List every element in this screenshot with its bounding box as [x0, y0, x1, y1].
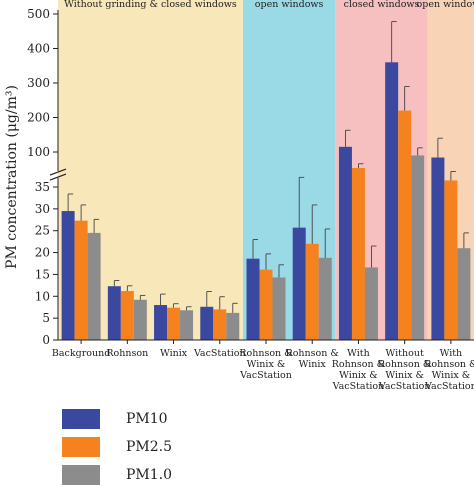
x-tick-label-line-7-2: Winix &	[385, 370, 424, 381]
y-tick-label-500: 500	[27, 7, 50, 21]
y-tick-label-100: 100	[27, 145, 50, 159]
bar-PM1.0-7	[411, 155, 425, 340]
x-tick-label-line-7-3: VacStation	[378, 381, 431, 392]
bar-PM2.5-0	[74, 220, 88, 340]
legend-swatch-pm25	[62, 437, 100, 457]
bar-PM2.5-7	[398, 110, 412, 340]
bar-PM2.5-6	[351, 167, 365, 340]
x-tick-label-line-2-0: Winix	[160, 348, 188, 359]
y-tick-label-20: 20	[35, 246, 50, 260]
bar-PM2.5-5	[305, 243, 319, 340]
x-tick-label-line-4-0: Rohnson &	[239, 348, 292, 359]
bar-PM10-0	[61, 211, 75, 340]
x-tick-label-line-7-0: Without	[386, 348, 424, 359]
legend-swatch-pm10	[62, 409, 100, 429]
bars	[61, 21, 471, 341]
x-tick-label-line-6-3: VacStation	[332, 381, 385, 392]
x-tick-label-4: Rohnson & Winix & VacStation	[239, 348, 292, 381]
x-tick-label-line-8-3: VacStation	[424, 381, 474, 392]
y-tick-label-5: 5	[42, 311, 50, 325]
x-tick-label-line-4-1: Winix &	[247, 359, 286, 370]
bar-PM2.5-4	[259, 269, 273, 340]
band-label-2: closed windows	[344, 0, 420, 10]
x-tick-label-line-6-1: Rohnson &	[332, 359, 385, 370]
y-tick-label-30: 30	[35, 202, 50, 216]
x-tick-label-line-6-2: Winix &	[339, 370, 378, 381]
y-tick-label-400: 400	[27, 42, 50, 56]
x-tick-label-3: VacStation	[193, 348, 246, 359]
y-tick-label-0: 0	[42, 333, 50, 347]
x-tick-label-7: Without Rohnson & Winix & VacStation	[378, 348, 431, 392]
x-tick-label-line-6-0: With	[347, 348, 370, 359]
y-tick-label-25: 25	[35, 224, 50, 238]
x-tick-label-1: Rohnson	[106, 348, 148, 359]
bar-PM2.5-2	[167, 307, 181, 340]
bar-PM10-8	[431, 157, 445, 340]
x-tick-label-line-8-2: Winix &	[432, 370, 471, 381]
bar-PM2.5-3	[213, 309, 227, 340]
bar-PM1.0-1	[133, 299, 147, 340]
legend-label-pm10: PM10	[126, 411, 168, 427]
y-tick-label-35: 35	[35, 180, 50, 194]
pm-concentration-chart: Without grinding & closed windows open wi…	[4, 0, 474, 392]
bar-PM1.0-8	[457, 248, 471, 340]
x-tick-label-line-1-0: Rohnson	[106, 348, 148, 359]
x-tick-label-2: Winix	[160, 348, 188, 359]
bar-PM10-7	[385, 62, 399, 341]
bar-PM1.0-0	[87, 232, 101, 340]
bar-PM10-2	[154, 305, 168, 340]
x-tick-label-line-4-2: VacStation	[239, 370, 292, 381]
legend-label-pm25: PM2.5	[126, 439, 173, 455]
legend-item-pm1: PM1.0	[62, 464, 172, 486]
bar-PM1.0-6	[364, 267, 378, 340]
x-tick-label-5: Rohnson & Winix	[286, 348, 339, 370]
y-tick-label-200: 200	[27, 111, 50, 125]
bar-PM10-4	[246, 258, 260, 340]
bar-PM10-3	[200, 306, 214, 340]
x-tick-label-8: With Rohnson & Winix & VacStation	[424, 348, 474, 392]
band-label-0: Without grinding & closed windows	[64, 0, 237, 10]
x-tick-label-0: Background	[52, 348, 110, 359]
band-label-3: open windows	[417, 0, 474, 10]
axis-break-mark-1	[49, 168, 67, 176]
legend-swatch-pm1	[62, 465, 100, 485]
bar-PM10-6	[338, 146, 352, 340]
band-label-1: open windows	[255, 0, 324, 10]
y-axis-label: PM concentration (μg/m³)	[4, 85, 20, 269]
legend-label-pm1: PM1.0	[126, 467, 173, 483]
x-tick-label-6: With Rohnson & Winix & VacStation	[332, 348, 385, 392]
y-tick-label-300: 300	[27, 76, 50, 90]
y-tick-label-15: 15	[35, 267, 50, 281]
x-tick-label-line-8-1: Rohnson &	[424, 359, 474, 370]
bar-PM1.0-3	[226, 312, 240, 340]
y-tick-label-10: 10	[35, 289, 50, 303]
bar-PM1.0-4	[272, 277, 286, 340]
bar-PM1.0-2	[180, 310, 194, 340]
bar-PM2.5-1	[120, 291, 134, 340]
axis-break-mark-2	[49, 173, 67, 181]
bar-PM2.5-8	[444, 180, 458, 340]
x-tick-label-line-3-0: VacStation	[193, 348, 246, 359]
x-tick-label-line-5-0: Rohnson &	[286, 348, 339, 359]
x-tick-label-line-0-0: Background	[52, 348, 110, 359]
x-tick-label-line-5-1: Winix	[299, 359, 327, 370]
x-tick-label-line-7-1: Rohnson &	[378, 359, 431, 370]
legend-item-pm25: PM2.5	[62, 436, 172, 458]
legend-item-pm10: PM10	[62, 408, 168, 430]
x-tick-label-line-8-0: With	[440, 348, 463, 359]
bar-PM10-5	[292, 227, 306, 340]
bar-PM1.0-5	[318, 257, 332, 340]
bar-PM10-1	[107, 286, 121, 340]
